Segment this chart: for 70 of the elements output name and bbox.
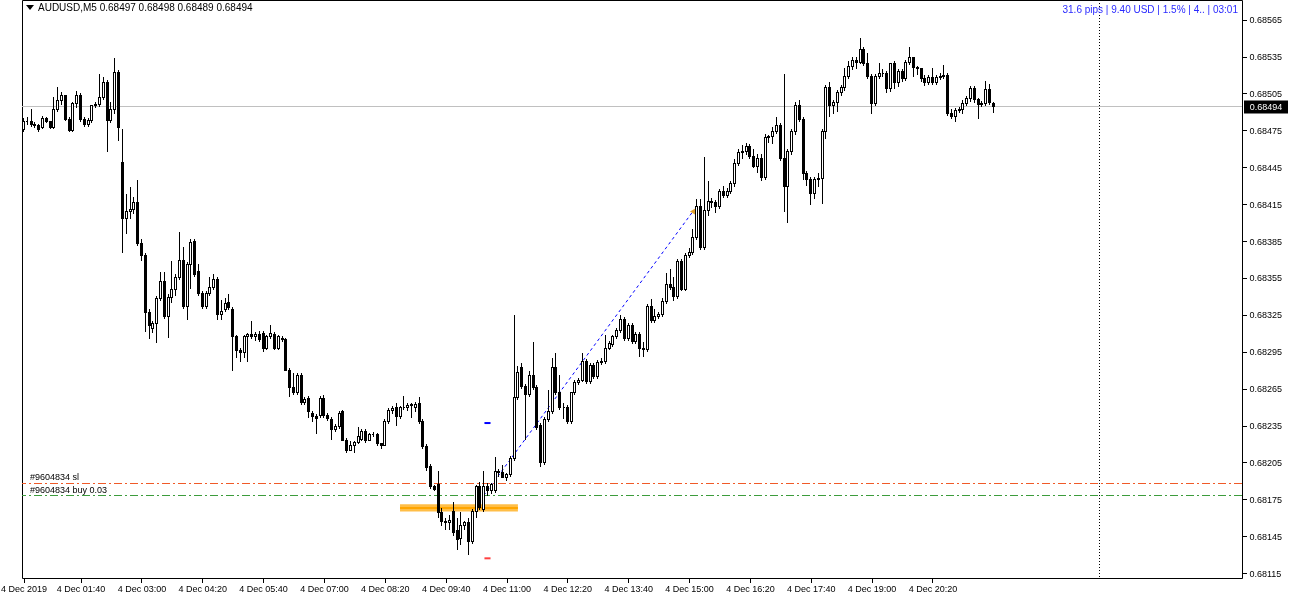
y-tick-label: 0.68415 xyxy=(1249,199,1283,210)
y-tick-label: 0.68325 xyxy=(1249,310,1283,321)
x-tick-label: 4 Dec 2019 xyxy=(1,583,48,594)
candlestick xyxy=(29,108,33,128)
candlestick xyxy=(987,83,991,106)
y-tick-label: 0.68205 xyxy=(1249,457,1283,468)
candlestick xyxy=(318,395,322,419)
x-tick-label: 4 Dec 03:00 xyxy=(117,583,167,594)
candlestick xyxy=(459,511,463,546)
candlestick xyxy=(478,481,482,511)
y-tick-label: 0.68565 xyxy=(1249,15,1283,26)
x-tick-label: 4 Dec 01:40 xyxy=(56,583,106,594)
x-tick-label: 4 Dec 17:40 xyxy=(786,583,836,594)
y-tick-label: 0.68445 xyxy=(1249,162,1283,173)
candlestick xyxy=(904,59,908,82)
y-tick-label: 0.68295 xyxy=(1249,347,1283,358)
candlestick xyxy=(242,334,246,359)
candlestick xyxy=(588,362,592,385)
y-tick-label: 0.68115 xyxy=(1249,568,1282,579)
x-tick-label: 4 Dec 09:40 xyxy=(421,583,471,594)
candlestick xyxy=(322,394,326,419)
candlestick xyxy=(596,359,600,380)
candlestick xyxy=(984,80,988,107)
candlestick xyxy=(744,142,748,156)
ref-line-label: #9604834 buy 0.03 xyxy=(30,484,108,495)
y-tick-label: 0.68175 xyxy=(1249,494,1283,505)
x-tick-label: 4 Dec 20:20 xyxy=(908,583,958,594)
x-tick-label: 4 Dec 13:40 xyxy=(604,583,653,594)
candlestick xyxy=(622,316,626,342)
x-tick-label: 4 Dec 04:20 xyxy=(178,583,228,594)
x-tick-label: 4 Dec 15:00 xyxy=(665,583,714,594)
candlestick xyxy=(813,176,817,200)
x-tick-label: 4 Dec 19:00 xyxy=(847,583,897,594)
y-tick-label: 0.68505 xyxy=(1249,88,1283,99)
y-tick-label: 0.68235 xyxy=(1249,421,1283,432)
candlestick xyxy=(314,413,318,435)
ref-line-label: #9604834 sl xyxy=(30,472,80,483)
candlestick xyxy=(858,37,862,65)
chart-title: AUDUSD,M5 0.68497 0.68498 0.68489 0.68494 xyxy=(38,1,254,13)
candlestick xyxy=(630,322,634,345)
y-tick-label: 0.68355 xyxy=(1249,273,1283,284)
candlestick xyxy=(752,148,756,169)
y-tick-label: 0.68535 xyxy=(1249,52,1283,63)
y-tick-label: 0.68385 xyxy=(1249,236,1283,247)
candlestick xyxy=(307,395,311,419)
candlestick xyxy=(246,332,250,363)
candlestick xyxy=(581,352,585,383)
ref-line-label: 0.68494 xyxy=(1249,101,1283,112)
annotation: 31.6 pips | 9.40 USD | 1.5% | 4.. | 03:01 xyxy=(1062,4,1239,15)
x-tick-label: 4 Dec 05:40 xyxy=(239,583,288,594)
x-tick-label: 4 Dec 16:20 xyxy=(726,583,775,594)
candlestick xyxy=(261,330,265,353)
y-tick-label: 0.68145 xyxy=(1249,531,1283,542)
y-tick-label: 0.68265 xyxy=(1249,384,1283,395)
candlestick xyxy=(756,153,759,174)
candlestick xyxy=(710,197,714,209)
y-tick-label: 0.68475 xyxy=(1249,125,1283,136)
candlestick xyxy=(79,92,83,123)
x-tick-label: 4 Dec 08:20 xyxy=(361,583,410,594)
candlestick xyxy=(493,456,497,494)
candlestick xyxy=(961,99,965,115)
candlestick xyxy=(292,372,296,396)
x-tick-label: 4 Dec 11:00 xyxy=(483,583,531,594)
candlestick xyxy=(584,358,588,385)
candlestick xyxy=(98,73,102,108)
candlestick xyxy=(892,60,896,90)
x-tick-label: 4 Dec 07:00 xyxy=(300,583,349,594)
candlestick xyxy=(394,402,398,427)
x-tick-label: 4 Dec 12:20 xyxy=(543,583,593,594)
candlestick xyxy=(717,188,721,210)
